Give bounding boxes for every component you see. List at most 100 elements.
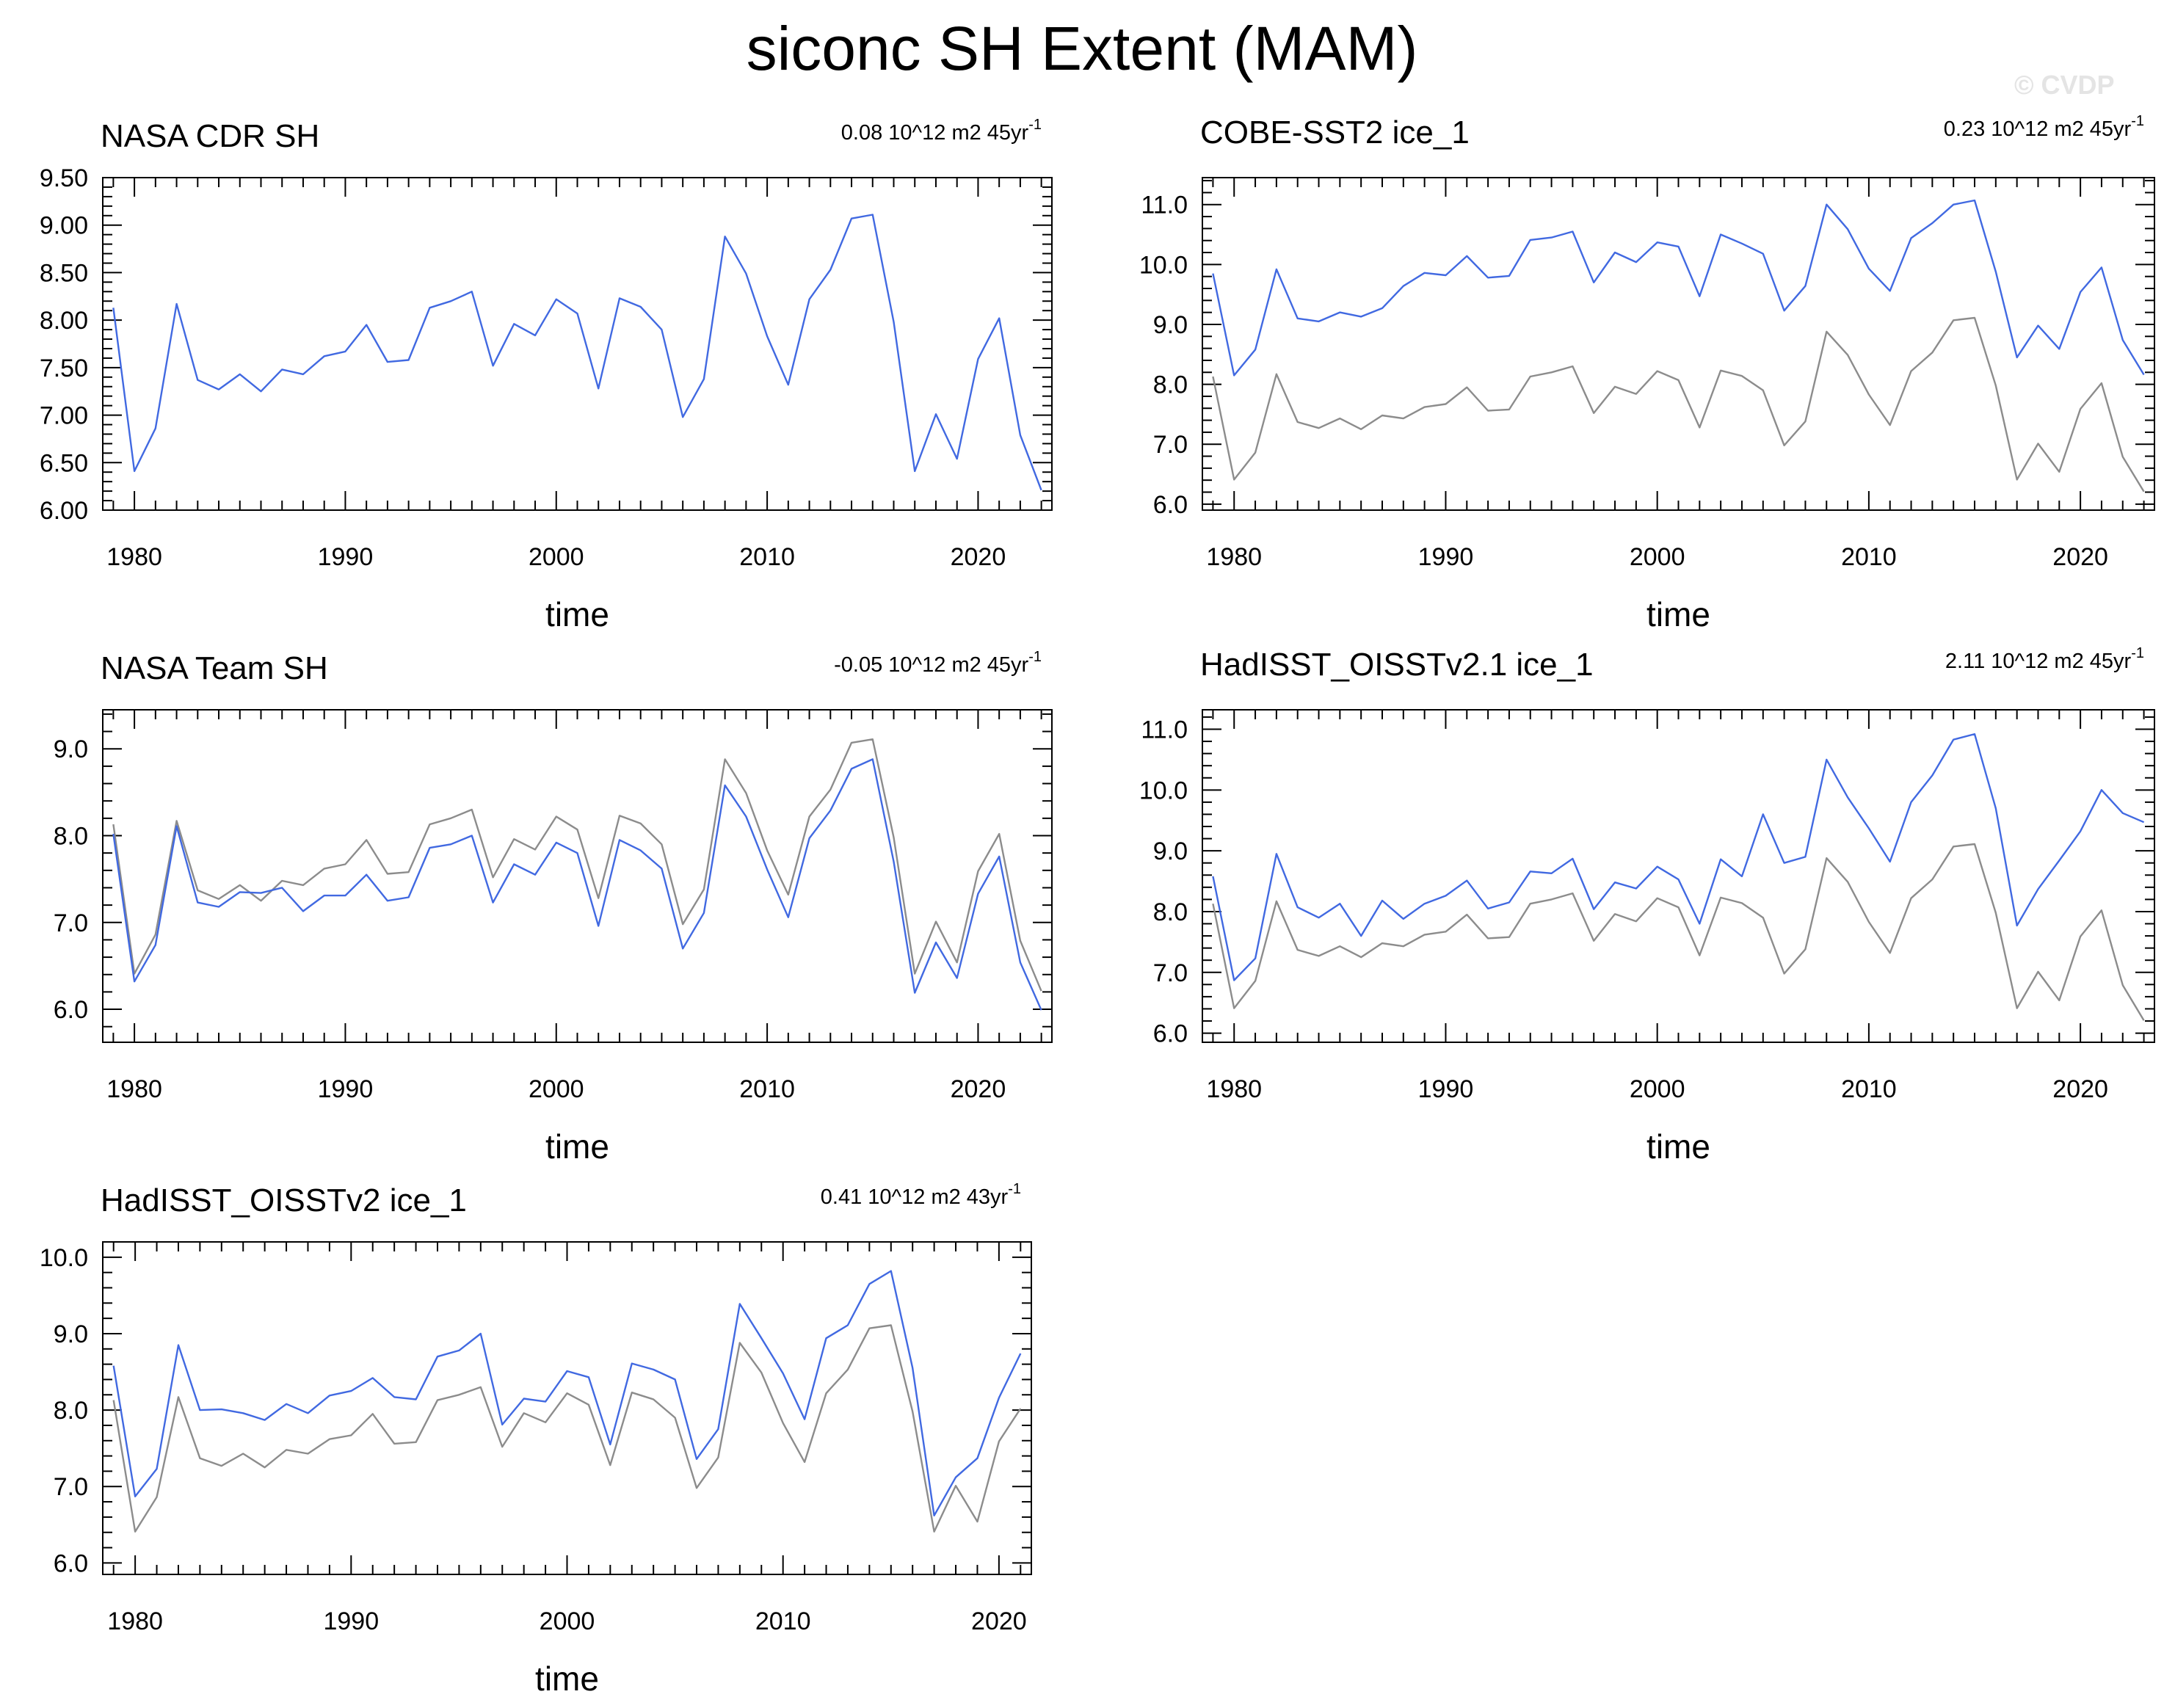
- x-tick-label: 1990: [318, 543, 374, 571]
- panel-title: COBE-SST2 ice_1: [1200, 115, 1470, 150]
- page-title: siconc SH Extent (MAM): [746, 14, 1418, 83]
- x-tick-label: 1990: [318, 1075, 374, 1103]
- x-axis-label: time: [1646, 1127, 1710, 1166]
- plot-frame: [102, 709, 1053, 1043]
- x-tick-label: 2020: [2052, 1075, 2108, 1103]
- x-tick-label: 1990: [323, 1607, 379, 1635]
- series-line-reference: [112, 738, 1042, 992]
- x-axis-label: time: [1646, 595, 1710, 633]
- x-tick-label: 2020: [2052, 543, 2108, 571]
- x-axis-label: time: [545, 595, 609, 633]
- y-tick-label: 8.00: [40, 307, 88, 335]
- trend-label: -0.05 10^12 m2 45yr-1: [834, 649, 1042, 677]
- plot-frame: [102, 1241, 1032, 1575]
- y-tick-label: 8.0: [54, 823, 88, 851]
- panel-title: NASA CDR SH: [101, 118, 319, 154]
- y-tick-label: 7.0: [1153, 431, 1188, 459]
- trend-label: 0.23 10^12 m2 45yr-1: [1944, 113, 2144, 141]
- y-tick-label: 6.0: [1153, 491, 1188, 519]
- trend-label: 2.11 10^12 m2 45yr-1: [1945, 645, 2144, 673]
- chart-panel: COBE-SST2 ice_1 0.23 10^12 m2 45yr-1 1980 1…: [1139, 113, 2155, 633]
- panel-title: HadISST_OISSTv2.1 ice_1: [1200, 647, 1594, 683]
- y-tick-label: 7.00: [40, 402, 88, 430]
- y-tick-label: 8.0: [54, 1397, 88, 1425]
- y-tick-label: 9.0: [54, 1320, 88, 1348]
- x-tick-label: 2000: [540, 1607, 595, 1635]
- panel-title: NASA Team SH: [101, 650, 328, 686]
- y-tick-label: 11.0: [1141, 716, 1188, 744]
- series-line-reference: [112, 1324, 1022, 1533]
- copyright-watermark: © CVDP: [2014, 70, 2115, 100]
- x-tick-label: 2010: [739, 543, 795, 571]
- trend-label: 0.08 10^12 m2 45yr-1: [841, 117, 1042, 145]
- trend-text: 0.08 10^12 m2 45yr: [841, 121, 1029, 145]
- trend-label: 0.41 10^12 m2 43yr-1: [821, 1181, 1021, 1209]
- x-axis-label: time: [545, 1127, 609, 1166]
- y-tick-label: 7.0: [54, 909, 88, 937]
- x-tick-label: 1980: [106, 543, 162, 571]
- x-tick-label: 2020: [951, 543, 1006, 571]
- series-line-model: [112, 1270, 1022, 1517]
- x-tick-label: 2010: [1841, 543, 1897, 571]
- panel-title: HadISST_OISSTv2 ice_1: [101, 1182, 467, 1218]
- y-tick-label: 9.0: [1153, 837, 1188, 865]
- x-tick-label: 2000: [1630, 543, 1685, 571]
- x-axis-label: time: [535, 1660, 599, 1698]
- x-tick-label: 1990: [1418, 543, 1474, 571]
- y-tick-label: 10.0: [40, 1244, 88, 1272]
- chart-panel: HadISST_OISSTv2 ice_1 0.41 10^12 m2 43yr-…: [40, 1181, 1032, 1698]
- y-tick-label: 11.0: [1141, 192, 1188, 219]
- chart-panel: NASA Team SH -0.05 10^12 m2 45yr-1 1980 199…: [54, 649, 1053, 1166]
- x-tick-label: 2000: [529, 543, 584, 571]
- series-line-reference: [1212, 316, 2145, 493]
- y-tick-label: 6.0: [1153, 1020, 1188, 1048]
- x-tick-label: 1980: [1206, 543, 1262, 571]
- x-tick-label: 2000: [1630, 1075, 1685, 1103]
- trend-text: -0.05 10^12 m2 45yr: [834, 653, 1028, 677]
- trend-text: 0.41 10^12 m2 43yr: [821, 1185, 1009, 1209]
- series-line-model: [1212, 199, 2145, 377]
- x-tick-label: 1980: [106, 1075, 162, 1103]
- y-tick-label: 10.0: [1139, 777, 1188, 804]
- y-tick-label: 7.50: [40, 355, 88, 382]
- series-line-model: [112, 214, 1042, 491]
- y-tick-label: 8.0: [1153, 371, 1188, 399]
- y-tick-label: 10.0: [1139, 251, 1188, 279]
- series-line-model: [1212, 733, 2145, 981]
- y-tick-label: 6.0: [54, 996, 88, 1024]
- y-tick-label: 6.0: [54, 1549, 88, 1577]
- chart-panel: HadISST_OISSTv2.1 ice_1 2.11 10^12 m2 45y…: [1139, 645, 2155, 1166]
- y-tick-label: 6.00: [40, 497, 88, 525]
- series-line-reference: [1212, 843, 2145, 1021]
- y-tick-label: 9.50: [40, 164, 88, 192]
- series-line-model: [112, 758, 1042, 1011]
- y-tick-label: 9.00: [40, 212, 88, 240]
- x-tick-label: 1980: [1206, 1075, 1262, 1103]
- y-tick-label: 7.0: [1153, 959, 1188, 987]
- plot-frame: [1202, 709, 2155, 1043]
- trend-text: 2.11 10^12 m2 45yr: [1945, 650, 2132, 673]
- y-tick-label: 8.50: [40, 259, 88, 287]
- trend-text: 0.23 10^12 m2 45yr: [1944, 117, 2132, 141]
- trend-exponent: -1: [1028, 649, 1042, 665]
- y-tick-label: 9.0: [54, 735, 88, 763]
- y-tick-label: 7.0: [54, 1473, 88, 1501]
- plot-frame: [102, 177, 1053, 511]
- x-tick-label: 1990: [1418, 1075, 1474, 1103]
- trend-exponent: -1: [2131, 113, 2144, 129]
- x-tick-label: 2010: [1841, 1075, 1897, 1103]
- y-tick-label: 9.0: [1153, 311, 1188, 339]
- trend-exponent: -1: [2131, 645, 2144, 661]
- y-tick-label: 8.0: [1153, 898, 1188, 926]
- plot-frame: [1202, 177, 2155, 511]
- x-tick-label: 2010: [755, 1607, 811, 1635]
- y-tick-label: 6.50: [40, 449, 88, 477]
- chart-panel: NASA CDR SH 0.08 10^12 m2 45yr-1 1980 1990 2…: [40, 117, 1053, 633]
- x-tick-label: 2000: [529, 1075, 584, 1103]
- trend-exponent: -1: [1008, 1181, 1021, 1197]
- x-tick-label: 2020: [951, 1075, 1006, 1103]
- x-tick-label: 2010: [739, 1075, 795, 1103]
- x-tick-label: 2020: [971, 1607, 1027, 1635]
- x-tick-label: 1980: [107, 1607, 163, 1635]
